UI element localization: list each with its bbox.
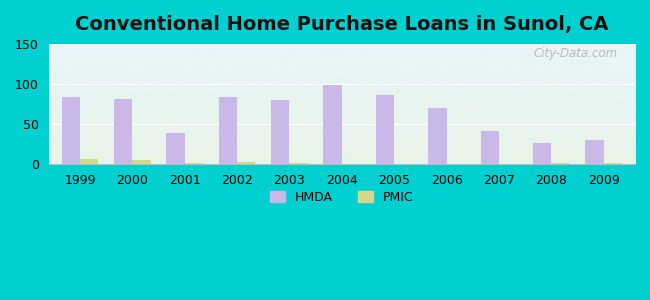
Bar [133, 160, 151, 164]
Bar [80, 159, 98, 164]
Bar [376, 95, 394, 164]
Bar [585, 140, 604, 164]
Text: City-Data.com: City-Data.com [533, 47, 618, 61]
Bar [219, 97, 237, 164]
Bar [289, 163, 307, 164]
Bar [237, 162, 255, 164]
Bar [271, 100, 289, 164]
Bar [114, 99, 133, 164]
Bar [324, 85, 342, 164]
Bar [62, 97, 80, 164]
Bar [185, 163, 203, 164]
Bar [166, 133, 185, 164]
Title: Conventional Home Purchase Loans in Sunol, CA: Conventional Home Purchase Loans in Suno… [75, 15, 608, 34]
Bar [428, 108, 447, 164]
Bar [480, 130, 499, 164]
Legend: HMDA, PMIC: HMDA, PMIC [265, 185, 419, 208]
Bar [533, 143, 551, 164]
